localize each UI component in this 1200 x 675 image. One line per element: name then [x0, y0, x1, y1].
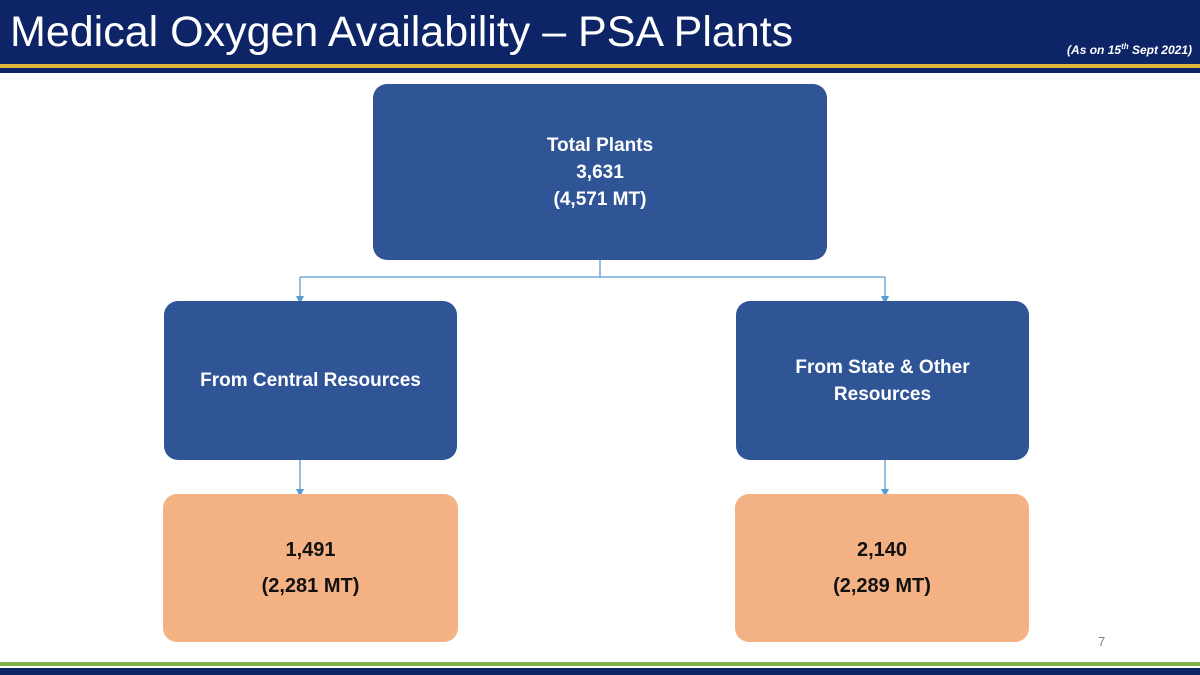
page-number: 7	[1098, 634, 1106, 649]
slide-title: Medical Oxygen Availability – PSA Plants	[10, 8, 794, 56]
central-plants-capacity: (2,281 MT)	[261, 575, 360, 597]
header-gold-stripe	[0, 64, 1200, 68]
state-plants-capacity: (2,289 MT)	[833, 575, 931, 597]
total-plants-box: Total Plants 3,631 (4,571 MT)	[373, 84, 827, 260]
state-resources-label-line2: Resources	[833, 383, 932, 405]
state-resources-label-line1: From State & Other	[795, 356, 970, 378]
state-resources-box: From State & Other Resources	[736, 301, 1029, 460]
footer-green-stripe	[0, 662, 1200, 666]
state-resources-value-box: 2,140 (2,289 MT)	[735, 494, 1029, 642]
total-plants-label: Total Plants	[546, 134, 654, 156]
central-resources-box: From Central Resources	[164, 301, 457, 460]
total-plants-value: 3,631	[576, 161, 624, 183]
central-plants-value: 1,491	[285, 539, 336, 561]
total-plants-capacity: (4,571 MT)	[553, 188, 647, 210]
as-on-superscript: th	[1121, 42, 1129, 51]
central-resources-value-box: 1,491 (2,281 MT)	[163, 494, 458, 642]
header-navy-stripe	[0, 68, 1200, 73]
as-on-date: (As on 15th Sept 2021)	[1067, 42, 1192, 57]
central-resources-label: From Central Resources	[200, 370, 421, 391]
footer-white-gap	[0, 666, 1200, 668]
footer-navy-stripe	[0, 668, 1200, 675]
as-on-prefix: (As on 15	[1067, 43, 1122, 57]
title-bar: Medical Oxygen Availability – PSA Plants…	[0, 0, 1200, 64]
as-on-suffix: Sept 2021)	[1128, 43, 1192, 57]
state-plants-value: 2,140	[856, 539, 908, 561]
